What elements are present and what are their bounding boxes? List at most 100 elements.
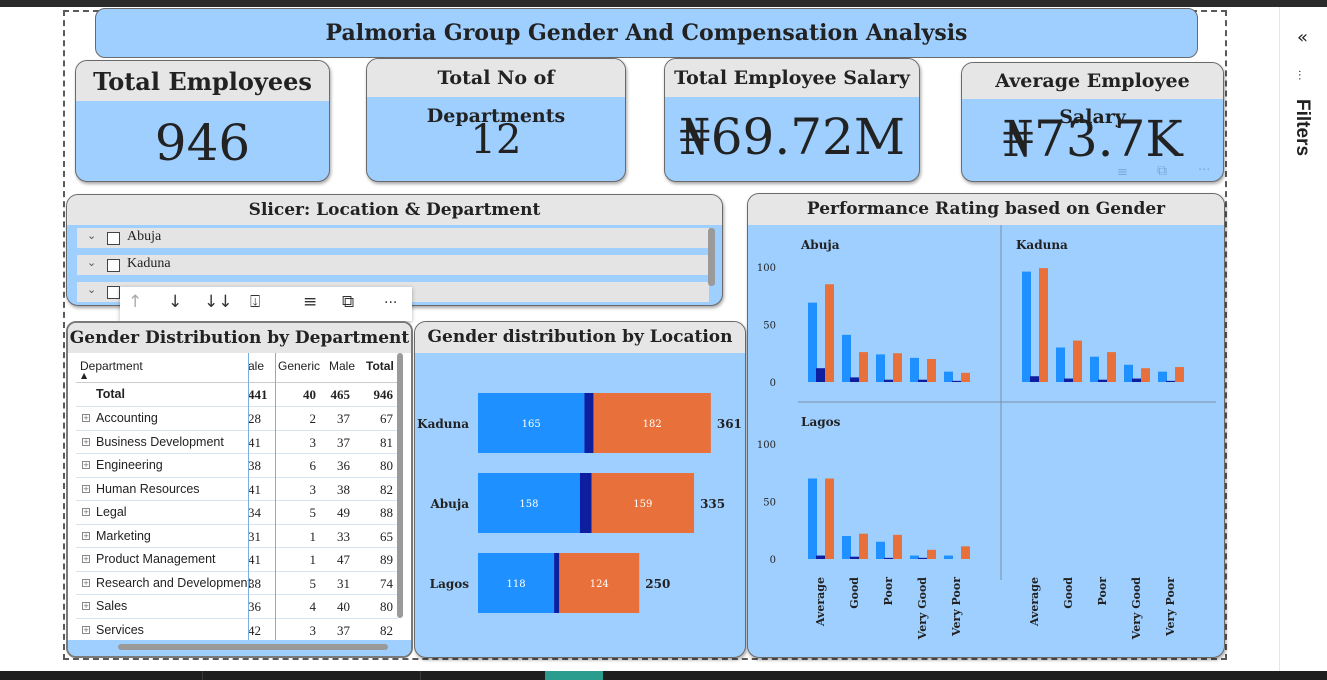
table-row[interactable]: + Research and Development 38 5 31 74 — [76, 572, 398, 595]
column-header-total[interactable]: Total — [366, 359, 394, 373]
bar — [850, 377, 859, 382]
column-header-department[interactable]: Department — [80, 359, 143, 373]
chevron-down-icon[interactable]: ⌄ — [87, 283, 97, 296]
collapse-pane-icon[interactable]: « — [1297, 27, 1309, 48]
bar — [1166, 380, 1175, 382]
cell-male: 31 — [337, 575, 350, 591]
tab-active[interactable] — [545, 671, 603, 680]
slicer-item-label: Kaduna — [127, 256, 171, 271]
y-tick-label: 0 — [770, 555, 776, 566]
table-horizontal-scrollbar[interactable] — [118, 644, 388, 650]
cell-female: 41 — [248, 434, 261, 450]
cell-female: 441 — [248, 387, 268, 402]
double-arrow-down-icon[interactable]: ↓↓ — [204, 292, 233, 312]
panel-title: Lagos — [801, 415, 841, 429]
data-label: 158 — [519, 499, 538, 510]
cell-female: 38 — [248, 575, 261, 591]
table-row[interactable]: + Accounting 28 2 37 67 — [76, 407, 398, 431]
bar — [1098, 379, 1107, 382]
table-row[interactable]: + Business Development 41 3 37 81 — [76, 431, 398, 454]
chevron-down-icon[interactable]: ⌄ — [87, 229, 97, 242]
expand-icon[interactable]: + — [82, 555, 90, 563]
cell-total: 65 — [380, 528, 393, 544]
bar — [1073, 340, 1082, 382]
expand-icon[interactable]: + — [82, 461, 90, 469]
cell-department: Research and Development — [96, 575, 251, 590]
cell-total: 74 — [380, 575, 393, 591]
expand-icon[interactable]: + — [82, 602, 90, 610]
cell-department: Product Management — [96, 552, 216, 566]
bar-segment — [591, 473, 695, 533]
cell-female: 42 — [248, 622, 261, 638]
kpi-label: Total Employee Salary — [665, 59, 919, 97]
cell-generic: 4 — [309, 599, 317, 614]
top-app-bar — [0, 0, 1327, 7]
bar — [1175, 367, 1184, 382]
bar — [816, 555, 825, 559]
gender-by-department-table[interactable]: Gender Distribution by Department Depart… — [66, 321, 413, 658]
data-label: 159 — [633, 499, 652, 510]
expand-icon[interactable]: + — [82, 578, 90, 587]
more-options-icon[interactable]: ··· — [1198, 163, 1211, 178]
filter-icon[interactable]: ≡ — [1117, 165, 1128, 180]
expand-icon[interactable]: + — [82, 484, 90, 493]
bar — [944, 555, 953, 559]
slicer-scrollbar[interactable] — [708, 228, 715, 286]
chevron-down-icon[interactable]: ⌄ — [87, 256, 97, 269]
checkbox[interactable] — [107, 232, 120, 245]
expand-hierarchy-icon[interactable]: ⍗ — [250, 292, 261, 312]
table-row[interactable]: + Sales 36 4 40 80 — [76, 595, 398, 619]
kpi-total-employees[interactable]: Total Employees 946 — [75, 60, 330, 182]
cell-department: Total — [96, 387, 125, 401]
table-row[interactable]: + Legal 34 5 49 88 — [76, 501, 398, 525]
kpi-avg-salary[interactable]: Average Employee Salary ₦73.7K ≡ ⧉ ··· — [961, 62, 1224, 182]
performance-rating-chart[interactable]: Performance Rating based on Gender 0 50 10… — [747, 193, 1225, 658]
bar — [884, 557, 893, 559]
cell-male: 38 — [337, 481, 350, 497]
expand-icon[interactable]: + — [82, 414, 90, 422]
table-row[interactable]: + Engineering 38 6 36 80 — [76, 454, 398, 478]
focus-mode-icon[interactable]: ⧉ — [1157, 163, 1167, 179]
cell-total: 88 — [380, 505, 393, 520]
slicer-item-kaduna[interactable]: ⌄ Kaduna — [77, 255, 709, 275]
bar — [918, 379, 927, 382]
kpi-label: Total Employees — [76, 61, 329, 101]
table-row[interactable]: + Marketing 31 1 33 65 — [76, 525, 398, 548]
expand-icon[interactable]: + — [82, 508, 90, 516]
table-row[interactable]: + Human Resources 41 3 38 82 — [76, 478, 398, 501]
y-tick-label: 50 — [763, 498, 776, 509]
column-header-male[interactable]: Male — [329, 359, 356, 373]
kpi-total-departments[interactable]: Total No of Departments 12 — [366, 58, 626, 182]
table-row[interactable]: + Product Management 41 1 47 89 — [76, 548, 398, 572]
filter-icon[interactable]: ≡ — [303, 292, 318, 312]
kpi-total-salary[interactable]: Total Employee Salary ₦69.72M — [664, 58, 920, 182]
more-options-icon[interactable]: ··· — [384, 295, 398, 311]
x-tick-label: Good — [848, 577, 861, 609]
x-tick-label: Very Poor — [950, 577, 963, 637]
x-tick-label: Average — [814, 577, 827, 627]
kpi-label: Average Employee Salary — [962, 63, 1223, 128]
column-header-generic[interactable]: Generic — [278, 359, 321, 373]
y-tick-label: 50 — [763, 321, 776, 332]
bar — [1158, 371, 1167, 382]
slicer-item-abuja[interactable]: ⌄ Abuja — [77, 228, 709, 248]
table-title: Gender Distribution by Department — [68, 323, 411, 353]
cell-department: Accounting — [96, 411, 158, 425]
checkbox[interactable] — [107, 259, 120, 272]
gender-by-location-chart[interactable]: Gender distribution by Location Kaduna 16… — [414, 321, 746, 658]
focus-mode-icon[interactable]: ⧉ — [342, 292, 355, 312]
column-header-female[interactable]: ale — [248, 359, 265, 373]
expand-icon[interactable]: + — [82, 437, 90, 446]
cell-male: 40 — [337, 599, 350, 614]
expand-icon[interactable]: + — [82, 531, 90, 540]
table-row[interactable]: + Services 42 3 37 82 — [76, 619, 398, 642]
table-vertical-scrollbar[interactable] — [397, 353, 403, 618]
filters-pane[interactable]: « ⫶ Filters — [1279, 7, 1327, 671]
arrow-down-icon[interactable]: ↓ — [168, 292, 183, 312]
arrow-up-icon[interactable]: ↑ — [128, 292, 143, 312]
cell-department: Services — [96, 622, 144, 637]
checkbox[interactable] — [107, 286, 120, 299]
table-row-total[interactable]: Total 441 40 465 946 — [76, 383, 398, 407]
bar-segment — [559, 553, 640, 613]
expand-icon[interactable]: + — [82, 625, 90, 634]
